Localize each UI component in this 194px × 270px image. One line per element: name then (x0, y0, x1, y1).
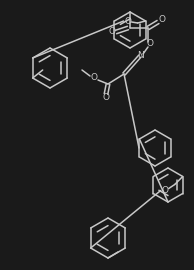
Text: N: N (137, 52, 143, 60)
Text: O: O (146, 39, 153, 49)
Text: O: O (108, 28, 115, 36)
Text: O: O (158, 15, 165, 25)
Text: O: O (124, 16, 131, 25)
Text: O: O (102, 93, 109, 103)
Text: O: O (161, 186, 168, 195)
Text: O: O (90, 73, 98, 83)
